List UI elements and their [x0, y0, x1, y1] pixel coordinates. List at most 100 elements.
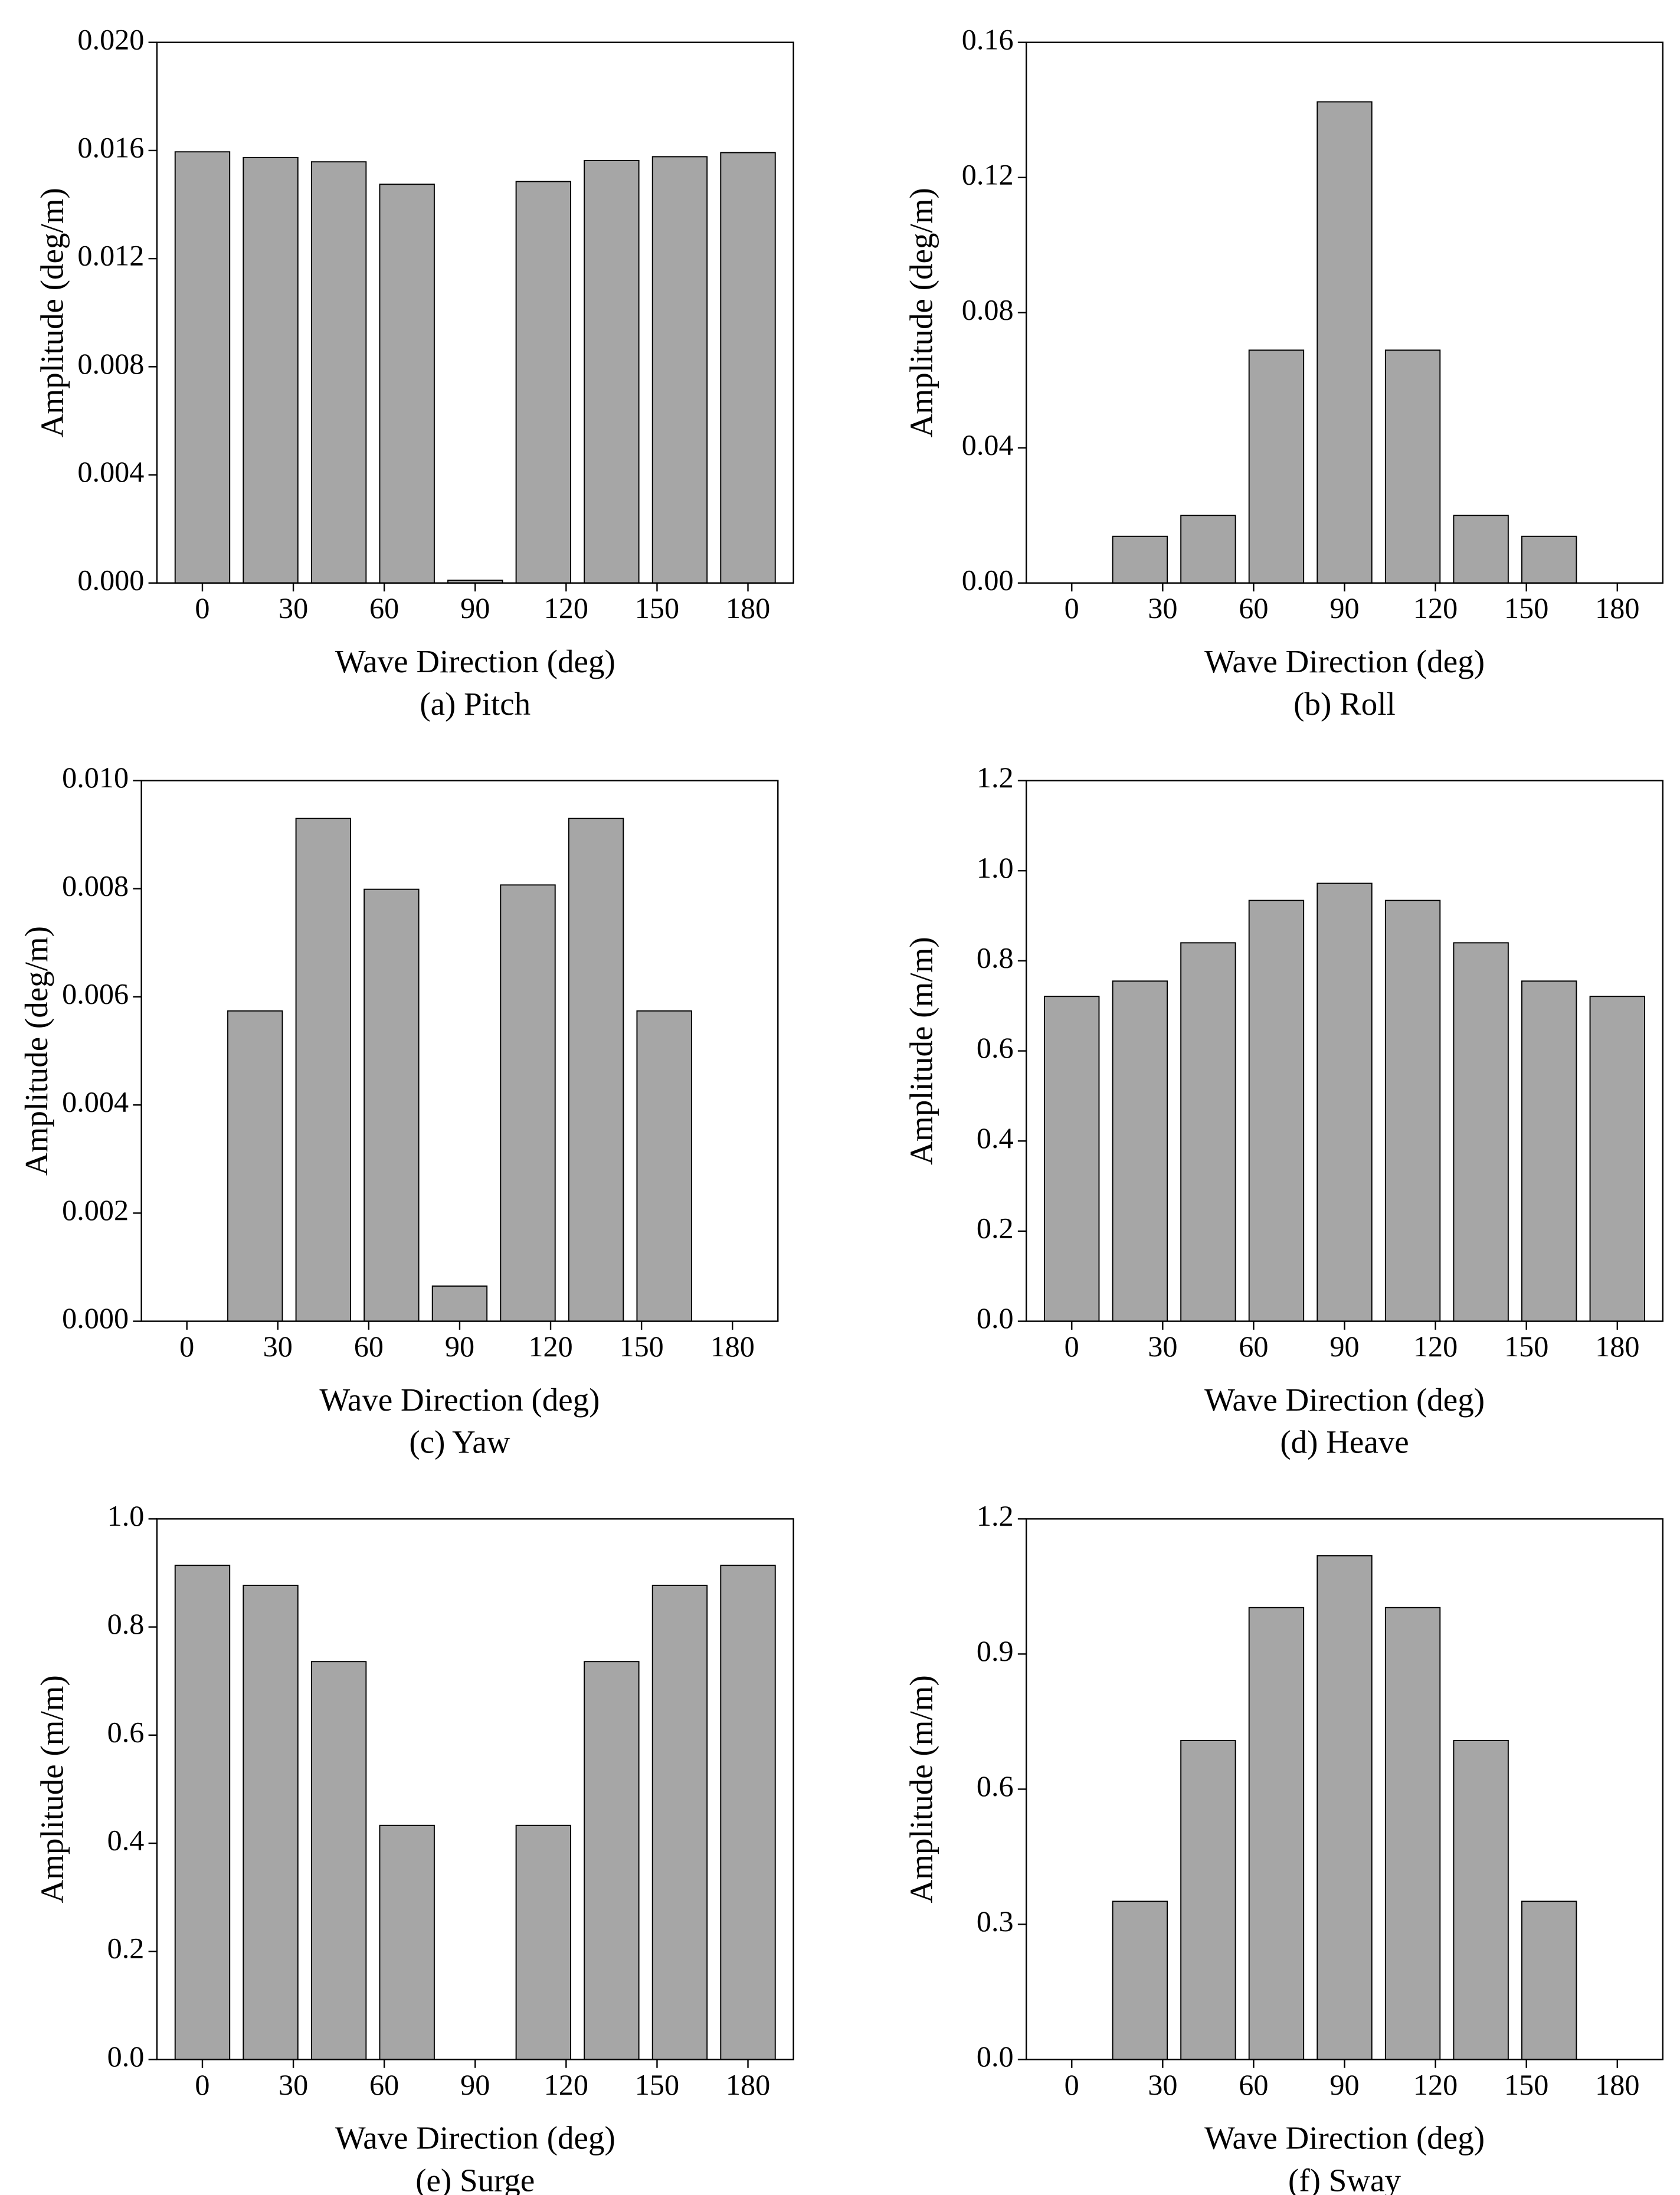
y-tick-label: 0.8	[977, 941, 1014, 974]
x-tick-label: 150	[1504, 1330, 1548, 1363]
x-tick-label: 30	[263, 1330, 293, 1363]
y-tick-label: 1.2	[977, 1499, 1014, 1532]
bar	[431, 1285, 488, 1322]
x-axis-label: Wave Direction (deg)	[1204, 1382, 1485, 1418]
y-tick-label: 0.08	[962, 293, 1014, 326]
y-tick-label: 1.0	[107, 1499, 145, 1532]
bar	[1521, 535, 1577, 584]
bar	[379, 1824, 435, 2060]
x-tick-label: 120	[528, 1330, 572, 1363]
bar	[227, 1010, 283, 1322]
caption: (b) Roll	[1293, 686, 1396, 722]
x-axis-label: Wave Direction (deg)	[319, 1382, 600, 1418]
bar	[584, 1661, 640, 2060]
bar	[720, 1565, 776, 2060]
y-axis-label: Amplitude (deg/m)	[18, 926, 54, 1176]
caption: (e) Surge	[415, 2162, 535, 2195]
bar	[1521, 1900, 1577, 2060]
bar	[174, 151, 231, 584]
x-tick-label: 60	[1239, 1330, 1268, 1363]
x-tick-label: 60	[369, 2068, 399, 2101]
caption: (c) Yaw	[409, 1424, 510, 1460]
y-tick-label: 0.020	[77, 22, 144, 55]
y-tick-label: 0.000	[62, 1301, 129, 1334]
x-tick-label: 90	[445, 1330, 474, 1363]
y-tick-label: 0.0	[107, 2040, 145, 2073]
y-tick-label: 0.04	[962, 428, 1014, 461]
bar	[515, 1824, 572, 2060]
x-tick-label: 150	[635, 2068, 679, 2101]
y-tick-label: 0.3	[977, 1905, 1014, 1938]
bar	[1521, 980, 1577, 1322]
x-tick-label: 90	[460, 591, 490, 624]
bar	[1384, 349, 1441, 584]
bar	[1044, 996, 1100, 1322]
x-tick-label: 0	[195, 2068, 209, 2101]
x-tick-label: 90	[1329, 591, 1359, 624]
x-tick-label: 120	[1413, 1330, 1458, 1363]
bar	[1317, 101, 1373, 584]
bar	[1589, 996, 1645, 1322]
y-tick-label: 0.016	[77, 130, 144, 163]
x-tick-label: 60	[1239, 591, 1268, 624]
x-tick-label: 60	[354, 1330, 384, 1363]
bar	[1453, 942, 1509, 1322]
bar	[1248, 349, 1305, 584]
bar	[1180, 942, 1236, 1322]
y-tick-label: 0.008	[62, 869, 129, 902]
y-axis-label: Amplitude (m/m)	[903, 937, 939, 1164]
x-tick-label: 150	[635, 591, 679, 624]
y-tick-label: 1.0	[977, 851, 1014, 884]
caption: (f) Sway	[1288, 2162, 1401, 2195]
y-tick-label: 0.012	[77, 239, 144, 272]
caption: (d) Heave	[1280, 1424, 1409, 1460]
x-tick-label: 60	[369, 591, 399, 624]
y-axis-label: Amplitude (deg/m)	[34, 188, 70, 437]
bar	[174, 1565, 231, 2060]
bar	[651, 1585, 708, 2060]
x-tick-label: 0	[179, 1330, 194, 1363]
bar	[310, 161, 367, 584]
bar	[636, 1010, 692, 1322]
x-tick-label: 120	[1413, 591, 1458, 624]
y-tick-label: 0.4	[107, 1824, 145, 1857]
bar	[1453, 515, 1509, 584]
bar	[1112, 1900, 1168, 2060]
bar	[379, 184, 435, 584]
y-axis-label: Amplitude (deg/m)	[903, 188, 939, 437]
x-tick-label: 120	[544, 591, 588, 624]
x-tick-label: 90	[460, 2068, 490, 2101]
bar	[1384, 899, 1441, 1322]
y-tick-label: 0.2	[977, 1211, 1014, 1244]
x-tick-label: 0	[1065, 1330, 1079, 1363]
caption: (a) Pitch	[420, 686, 530, 722]
y-tick-label: 0.12	[962, 158, 1014, 191]
bar	[1317, 1555, 1373, 2060]
y-tick-label: 0.000	[77, 563, 144, 596]
x-axis-label: Wave Direction (deg)	[1204, 643, 1485, 679]
x-tick-label: 90	[1329, 2068, 1359, 2101]
x-tick-label: 150	[1504, 2068, 1548, 2101]
bar	[1248, 899, 1305, 1322]
bar	[1317, 882, 1373, 1322]
x-tick-label: 0	[1065, 591, 1079, 624]
bar	[1112, 535, 1168, 584]
y-tick-label: 1.2	[977, 761, 1014, 794]
bar	[651, 156, 708, 584]
y-tick-label: 0.010	[62, 761, 129, 794]
x-tick-label: 120	[1413, 2068, 1458, 2101]
y-tick-label: 0.6	[977, 1031, 1014, 1064]
x-tick-label: 150	[619, 1330, 663, 1363]
bar	[1180, 1740, 1236, 2060]
y-tick-label: 0.6	[107, 1715, 145, 1748]
y-tick-label: 0.16	[962, 22, 1014, 55]
bar	[1112, 980, 1168, 1322]
bar	[720, 152, 776, 584]
bar	[363, 888, 420, 1322]
x-tick-label: 180	[710, 1330, 755, 1363]
bar	[1384, 1607, 1441, 2060]
x-tick-label: 180	[1595, 1330, 1639, 1363]
x-axis-label: Wave Direction (deg)	[335, 643, 615, 679]
x-tick-label: 30	[1148, 2068, 1177, 2101]
bar	[243, 156, 299, 584]
